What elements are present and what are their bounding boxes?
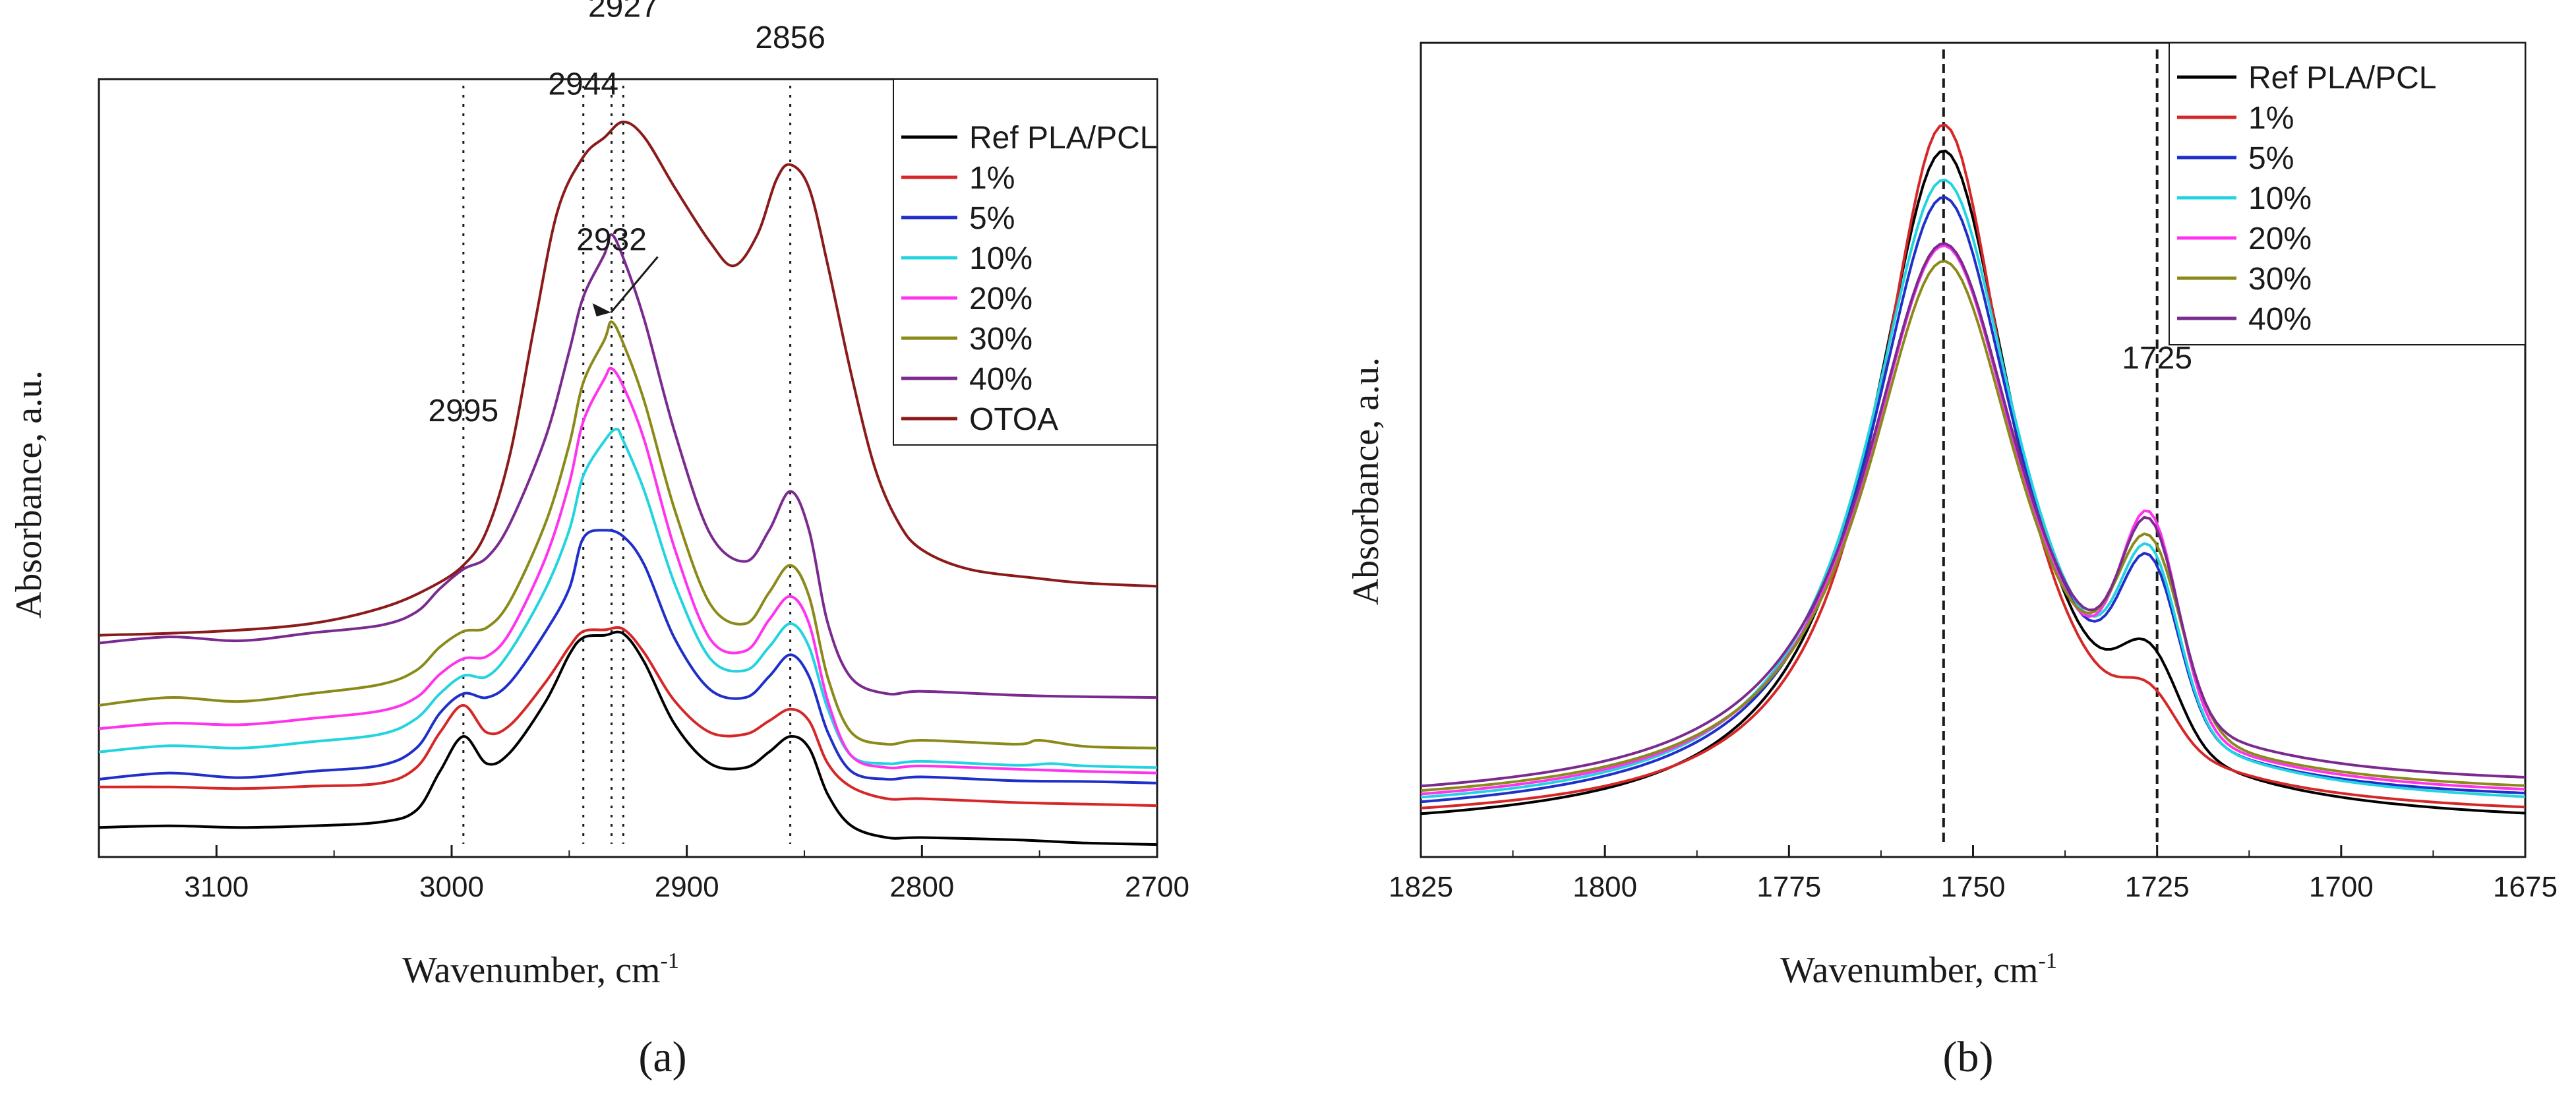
panel-b-peak-label: 1725 — [2122, 341, 2192, 376]
panel-a-xlabel: Wavenumber, cm-1 — [402, 949, 679, 991]
panel-a-plot-area: 3100 3000 2900 2800 2700 2995 2944 2927 2856 2932… — [98, 0, 1189, 903]
panel-a-peak-label: 2932 — [576, 223, 647, 258]
panel-b-legend-label: 40% — [2248, 302, 2312, 337]
panel-b-legend-label: 20% — [2248, 222, 2312, 256]
panel-b-x-tick-label: 1750 — [1941, 871, 2006, 903]
panel-a-series-line — [98, 367, 1158, 775]
panel-a-legend-label: 30% — [969, 322, 1033, 357]
panel-a-ylabel: Absorbance, a.u. — [9, 370, 49, 618]
panel-a-series-line — [98, 428, 1158, 769]
panel-a-x-tick-label: 2900 — [655, 871, 719, 903]
panel-b-series-line — [1420, 260, 2526, 792]
panel-b-x-tick-label: 1800 — [1573, 871, 1637, 903]
panel-b-legend-label: 30% — [2248, 262, 2312, 297]
panel-a-peak-label: 2927 — [588, 0, 659, 24]
panel-a-axes-frame — [98, 78, 1158, 858]
panel-b-x-tick-label: 1825 — [1389, 871, 1453, 903]
panel-b-series-line — [1420, 179, 2526, 799]
panel-a-legend-label: Ref PLA/PCL — [969, 121, 1157, 156]
panel-a-x-tick-label: 2800 — [889, 871, 954, 903]
panel-a-legend-label: 40% — [969, 362, 1033, 397]
panel-b-series-line — [1420, 242, 2526, 788]
panel-a-legend-label: OTOA — [969, 402, 1058, 437]
panel-b-label: (b) — [1943, 1033, 1994, 1081]
panel-a-x-tick-label: 3100 — [184, 871, 249, 903]
panel-a-legend — [893, 78, 1158, 446]
panel-b-series-line — [1420, 150, 2526, 815]
panel-b-legend-label: Ref PLA/PCL — [2248, 61, 2436, 96]
panel-b-legend-label: 10% — [2248, 181, 2312, 216]
panel-a: Absorbance, a.u. 3100 3000 2900 2800 2700 299… — [9, 0, 1189, 1081]
panel-a-series-line — [98, 120, 1158, 637]
panel-a-series-line — [98, 320, 1158, 750]
panel-b-xlabel: Wavenumber, cm-1 — [1780, 949, 2057, 991]
panel-a-series-line — [98, 626, 1158, 808]
panel-b-legend-label: 1% — [2248, 101, 2294, 136]
panel-b-x-tick-label: 1725 — [2125, 871, 2190, 903]
panel-b-ylabel: Absorbance, a.u. — [1346, 357, 1387, 605]
panel-b-x-tick-label: 1700 — [2309, 871, 2374, 903]
panel-a-x-tick-label: 2700 — [1125, 871, 1189, 903]
panel-b-legend — [2169, 42, 2526, 345]
panel-a-series-line — [98, 233, 1158, 699]
panel-a-peak-label: 2995 — [428, 394, 498, 428]
panel-b-series-line — [1420, 196, 2526, 804]
panel-b-plot-area: 182518001775175017251700167517541725Ref … — [1389, 42, 2558, 903]
panel-a-legend-label: 10% — [969, 241, 1033, 276]
panel-b-x-tick-label: 1675 — [2493, 871, 2558, 903]
panel-a-annotation-arrowhead — [592, 303, 611, 316]
panel-b-series-line — [1420, 123, 2526, 810]
panel-b: Absorbance, a.u. 1825 1800 1775 1750 1725 170… — [1346, 42, 2558, 1081]
panel-a-peak-label: 2856 — [755, 20, 825, 55]
panel-a-series-line — [98, 529, 1158, 784]
panel-a-legend-label: 1% — [969, 161, 1015, 196]
panel-a-peak-label: 2944 — [548, 67, 618, 102]
panel-a-series-line — [98, 630, 1158, 846]
panel-a-legend-label: 20% — [969, 281, 1033, 316]
panel-a-legend-label: 5% — [969, 201, 1015, 236]
panel-a-x-tick-label: 3000 — [419, 871, 484, 903]
panel-b-legend-label: 5% — [2248, 141, 2294, 176]
panel-a-annotation-arrow — [610, 256, 659, 313]
panel-a-label: (a) — [638, 1033, 686, 1081]
panel-b-x-tick-label: 1775 — [1756, 871, 1821, 903]
